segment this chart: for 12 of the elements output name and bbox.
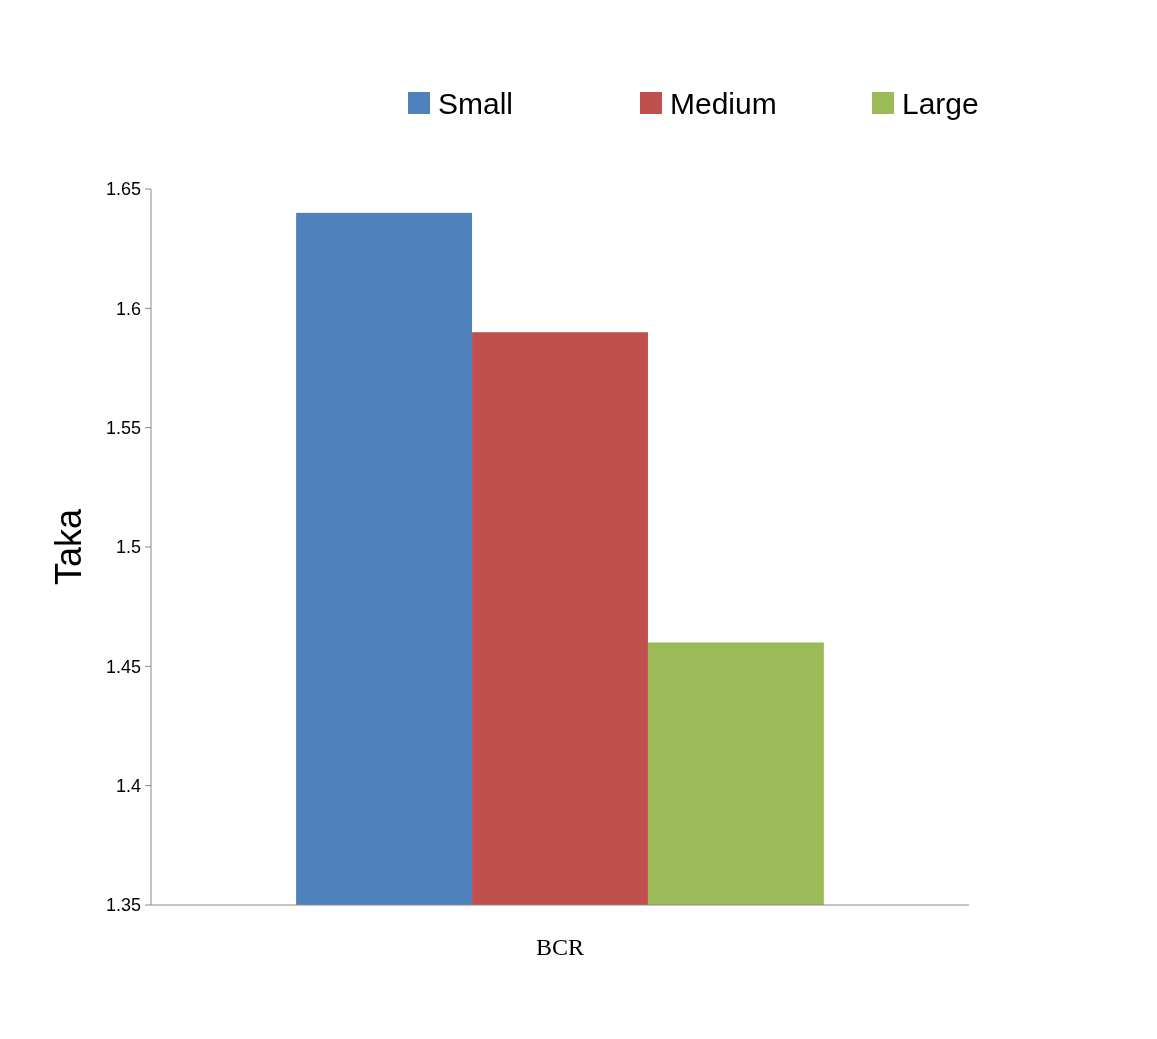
y-tick-label: 1.5 [115, 537, 141, 558]
legend-label: Medium [670, 86, 777, 120]
y-tick-label: 1.65 [105, 179, 141, 200]
legend-label: Small [438, 86, 514, 120]
y-tick-label: 1.6 [115, 298, 141, 319]
y-tick-label: 1.35 [105, 895, 141, 916]
y-tick-label: 1.45 [105, 656, 141, 677]
y-tick-label: 1.55 [105, 417, 141, 438]
y-tick-label: 1.4 [115, 775, 141, 796]
y-axis-title: Taka [48, 508, 89, 586]
legend-label: Large [902, 86, 979, 120]
x-tick-label: BCR [535, 934, 585, 960]
